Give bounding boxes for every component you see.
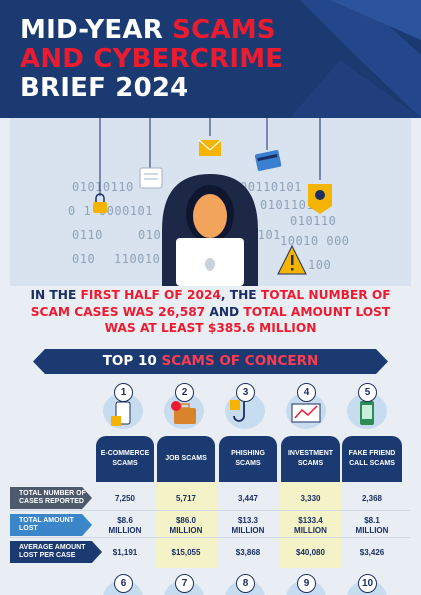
scam-number: 10 bbox=[358, 574, 377, 593]
cell-lost: $8.6 MILLION bbox=[108, 516, 142, 535]
cell-average: $3,868 bbox=[235, 548, 261, 557]
cell-lost: $8.1 MILLION bbox=[355, 516, 389, 535]
scam-number: 4 bbox=[297, 383, 316, 402]
column-header-investment: INVESTMENT SCAMS bbox=[281, 436, 340, 482]
cell-cases: 2,368 bbox=[361, 494, 383, 503]
binary-text: 10010 000 bbox=[280, 234, 350, 248]
cell-lost: $13.3 MILLION bbox=[231, 516, 265, 535]
cell-average: $40,080 bbox=[296, 548, 325, 557]
credit-card-icon bbox=[254, 150, 282, 171]
warning-icon bbox=[277, 244, 307, 275]
header-chevrons bbox=[290, 0, 421, 118]
scam-number: 2 bbox=[175, 383, 194, 402]
cell-cases: 5,717 bbox=[175, 494, 197, 503]
cell-average: $15,055 bbox=[171, 548, 201, 557]
cell-average: $1,191 bbox=[112, 548, 138, 557]
binary-text: 110010 bbox=[114, 252, 161, 266]
column-header-phishing: PHISHING SCAMS bbox=[219, 436, 277, 482]
scam-number: 8 bbox=[236, 574, 255, 593]
row-label-lost: TOTAL AMOUNT LOST bbox=[10, 514, 92, 536]
binary-text: 010110 bbox=[290, 214, 337, 228]
cell-lost: $133.4 MILLION bbox=[294, 516, 327, 535]
document-icon bbox=[139, 167, 163, 189]
row-divider bbox=[10, 510, 410, 511]
cell-cases: 3,330 bbox=[300, 494, 321, 503]
intro-statement: IN THE FIRST HALF OF 2024, THE TOTAL NUM… bbox=[30, 288, 391, 335]
cell-cases: 3,447 bbox=[237, 494, 259, 503]
investment-scams-highlight bbox=[280, 482, 341, 568]
column-header-fake-friend: FAKE FRIEND CALL SCAMS bbox=[342, 436, 402, 482]
row-label-cases: TOTAL NUMBER OF CASES REPORTED bbox=[10, 487, 92, 509]
scam-number: 5 bbox=[358, 383, 377, 402]
cell-lost: $86.0 MILLION bbox=[169, 516, 203, 535]
binary-text: 0101101 bbox=[260, 198, 315, 212]
column-header-job: JOB SCAMS bbox=[157, 436, 215, 482]
scam-number: 7 bbox=[175, 574, 194, 593]
binary-text: 00110101 bbox=[240, 180, 302, 194]
scam-number: 3 bbox=[236, 383, 255, 402]
binary-text: 0 1 0000101 bbox=[68, 204, 153, 218]
cell-average: $3,426 bbox=[359, 548, 385, 557]
lock-icon bbox=[93, 193, 107, 213]
envelope-icon bbox=[198, 139, 222, 156]
hacker-illustration: 01010110 0101 00110101 0 1 0000101 01011… bbox=[10, 118, 411, 286]
cell-cases: 7,250 bbox=[114, 494, 136, 503]
binary-text: 100 bbox=[308, 258, 332, 272]
scam-number: 1 bbox=[114, 383, 133, 402]
column-header-ecommerce: E-COMMERCE SCAMS bbox=[96, 436, 154, 482]
row-divider bbox=[10, 537, 410, 538]
hacker-figure bbox=[162, 174, 258, 286]
row-label-average: AVERAGE AMOUNT LOST PER CASE bbox=[10, 541, 102, 563]
binary-text: 0110 bbox=[72, 228, 103, 242]
page-title: MID-YEAR SCAMS AND CYBERCRIME BRIEF 2024 bbox=[20, 15, 284, 103]
top-10-banner: TOP 10 SCAMS OF CONCERN bbox=[33, 349, 388, 374]
job-scams-highlight bbox=[156, 482, 217, 568]
skull-icon bbox=[308, 184, 332, 214]
scam-number: 6 bbox=[114, 574, 133, 593]
binary-text: 010 bbox=[72, 252, 96, 266]
header: MID-YEAR SCAMS AND CYBERCRIME BRIEF 2024 bbox=[0, 0, 421, 118]
scam-icons bbox=[111, 400, 374, 426]
binary-text: 01010110 bbox=[72, 180, 134, 194]
scam-number: 9 bbox=[297, 574, 316, 593]
